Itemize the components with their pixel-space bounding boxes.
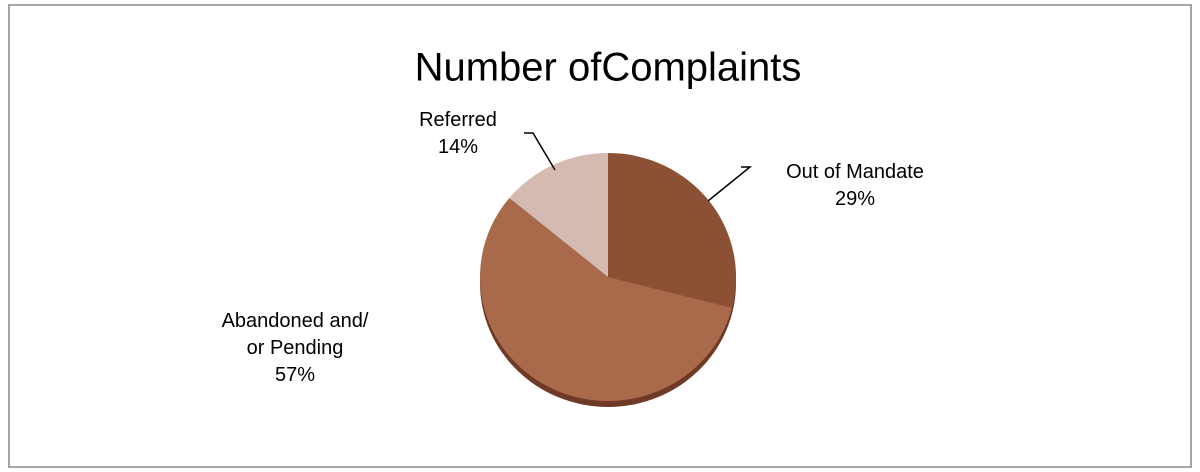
leader-line [707, 166, 753, 202]
pie-slice [608, 153, 736, 308]
value-label: 14% [437, 136, 479, 158]
chart-title: Number ofComplaints [415, 46, 802, 90]
value-label: 57% [274, 363, 316, 386]
label-box: Referred 14% [378, 64, 538, 204]
pie-slice [479, 197, 732, 401]
leader-line [524, 132, 556, 171]
category-label: Out of Mandate [786, 161, 924, 183]
value-label: 29% [834, 188, 876, 210]
category-label: Referred [419, 109, 497, 131]
data-label: Abandoned and/ or Pending 57% [195, 278, 395, 418]
label-box: Out of Mandate 29% [745, 116, 965, 256]
category-label: Abandoned and/ or Pending [221, 309, 369, 359]
pie-slice [509, 153, 608, 277]
label-box: Abandoned and/ or Pending 57% [195, 278, 395, 418]
data-label: Referred 14% [378, 64, 538, 204]
data-label: Out of Mandate 29% [745, 116, 965, 256]
